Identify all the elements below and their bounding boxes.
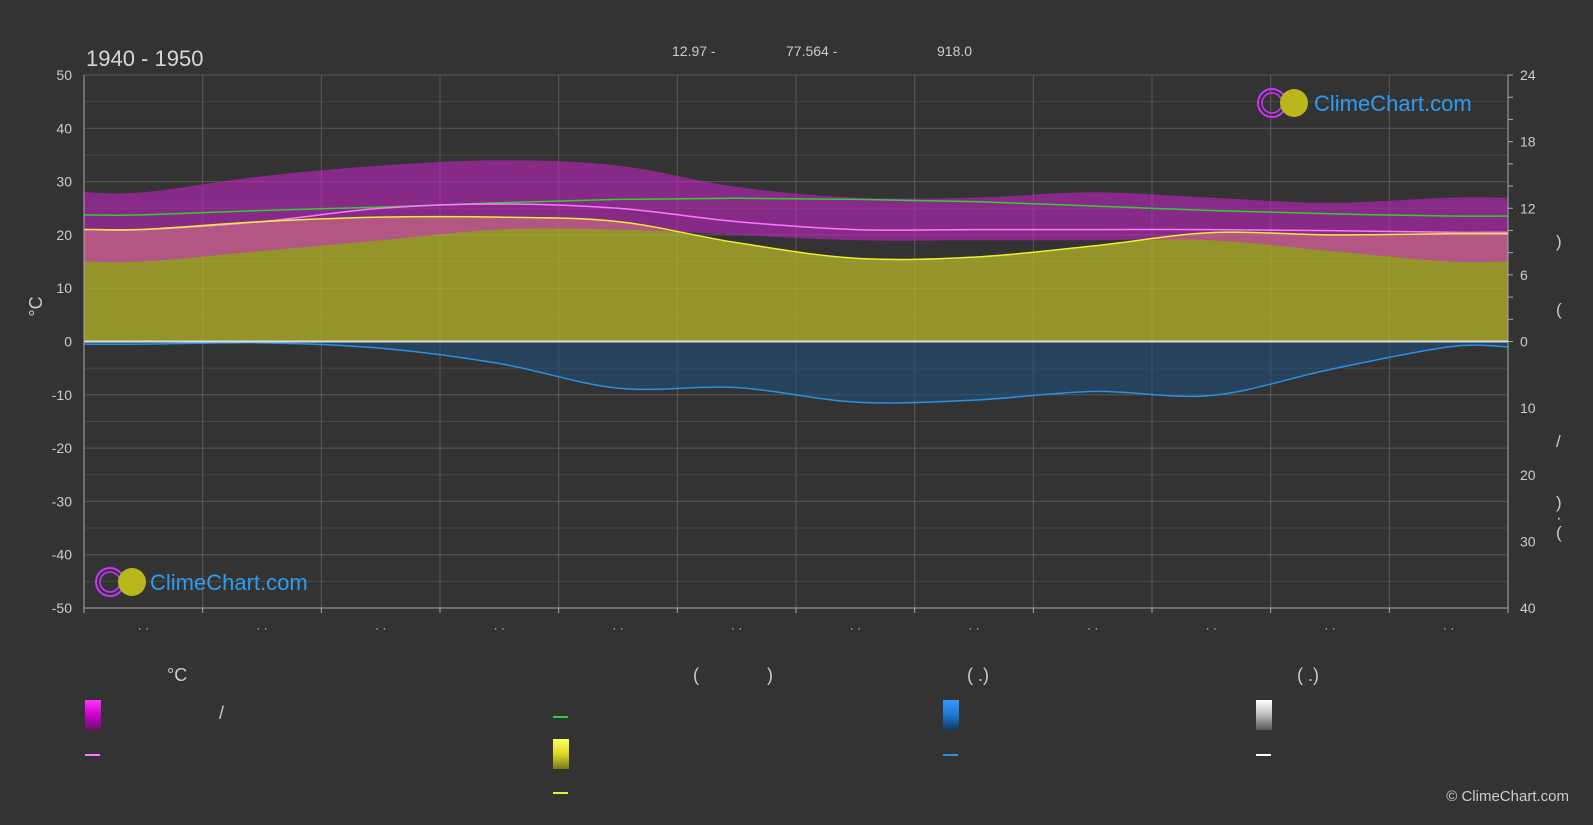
left-tick-label: 40: [56, 120, 72, 136]
right-tick-label: 0: [1520, 334, 1528, 350]
legend-temp-mean-line: [85, 754, 100, 756]
left-tick-label: 10: [56, 280, 72, 296]
legend-sunshine-swatch: [553, 739, 569, 769]
logo-text: ClimeChart.com: [150, 570, 308, 595]
logo-ring-inner-icon: [1261, 92, 1283, 114]
right-axis-mark: ): [1556, 232, 1562, 251]
latitude-text: 12.97 -: [672, 43, 716, 59]
right-tick-label: 6: [1520, 267, 1528, 283]
sunshine-line: [83, 215, 1509, 261]
temperature-mean-line: [83, 203, 1509, 234]
legend-sunshine-line: [553, 792, 568, 794]
legend-daylight-line: [553, 716, 568, 718]
left-tick-label: 50: [56, 67, 72, 83]
month-label: · ·: [138, 621, 149, 635]
logo-bottom[interactable]: ClimeChart.com: [95, 567, 308, 597]
left-tick-label: -30: [52, 493, 72, 509]
precipitation-line: [83, 341, 1509, 404]
left-tick-label: -50: [52, 600, 72, 616]
month-label: · ·: [375, 621, 386, 635]
right-tick-label: 20: [1520, 467, 1536, 483]
longitude-text: 77.564 -: [786, 43, 838, 59]
right-tick-label: 18: [1520, 134, 1536, 150]
month-label: · ·: [1443, 621, 1454, 635]
left-tick-label: 30: [56, 174, 72, 190]
right-axis-mark: ·: [1556, 508, 1562, 527]
logo-sun-icon: [118, 568, 146, 596]
month-label: · ·: [850, 621, 861, 635]
legend-snow-swatch: [1256, 700, 1272, 730]
legend-temp-range-swatch: [85, 700, 101, 730]
right-tick-label: 30: [1520, 533, 1536, 549]
right-axis-mark: ): [1556, 493, 1562, 512]
month-label: · ·: [731, 621, 742, 635]
left-tick-label: -20: [52, 440, 72, 456]
copyright-text: © ClimeChart.com: [1446, 788, 1569, 805]
period-title: 1940 - 1950: [86, 46, 204, 71]
legend-sun-heading-left: (: [693, 665, 699, 685]
right-tick-label: 40: [1520, 600, 1536, 616]
right-axis-mark: /: [1556, 432, 1561, 451]
left-tick-label: 0: [64, 334, 72, 350]
logo-sun-icon: [1280, 89, 1308, 117]
legend-rain-heading: ( .): [967, 665, 989, 685]
left-axis-label: °C: [26, 296, 46, 316]
legend-sun-heading-right: ): [767, 665, 773, 685]
month-label: · ·: [256, 621, 267, 635]
elevation-text: 918.0: [937, 43, 973, 59]
logo-ring-inner-icon: [99, 571, 121, 593]
data-lines: [83, 197, 1509, 404]
month-label: · ·: [494, 621, 505, 635]
month-label: · ·: [1087, 621, 1098, 635]
temperature-range-area: [84, 160, 1508, 263]
right-axis-mark: (: [1556, 300, 1562, 319]
month-label: · ·: [1324, 621, 1335, 635]
legend-snow-line: [1256, 754, 1271, 756]
month-label: · ·: [1206, 621, 1217, 635]
month-label: · ·: [612, 621, 623, 635]
sunshine-area: [84, 216, 1508, 342]
data-bands: [84, 160, 1508, 403]
daylight-line: [83, 197, 1509, 217]
precipitation-area: [84, 341, 1508, 403]
axes: 50 40 30 20 10 0 -10 -20 -30 -40 -50 °C 24 18 12 6 0 10 20…: [26, 67, 1536, 635]
right-axis-mark: (: [1556, 523, 1562, 542]
legend-rain-line: [943, 754, 958, 756]
month-label: · ·: [968, 621, 979, 635]
right-tick-label: 10: [1520, 400, 1536, 416]
logo-top[interactable]: ClimeChart.com: [1257, 88, 1472, 118]
legend-rain-swatch: [943, 700, 959, 730]
logo-text: ClimeChart.com: [1314, 91, 1472, 116]
legend-temp-slash: /: [219, 703, 225, 723]
left-tick-label: 20: [56, 227, 72, 243]
right-tick-label: 12: [1520, 200, 1536, 216]
right-tick-label: 24: [1520, 67, 1536, 83]
legend-temp-heading: °C: [167, 665, 188, 685]
left-tick-label: -40: [52, 547, 72, 563]
left-tick-label: -10: [52, 387, 72, 403]
legend-snow-heading: ( .): [1297, 665, 1319, 685]
